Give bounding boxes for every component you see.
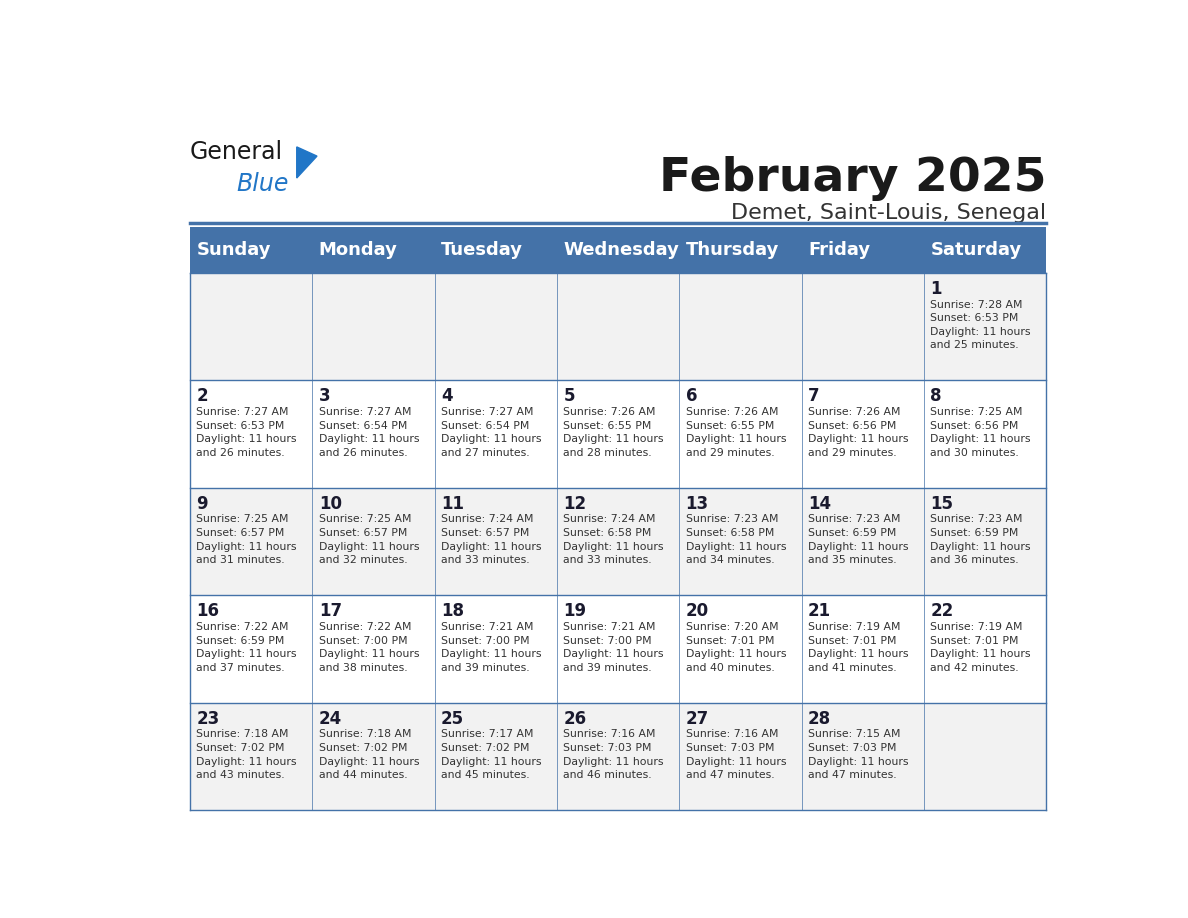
Text: Sunrise: 7:25 AM
Sunset: 6:57 PM
Daylight: 11 hours
and 32 minutes.: Sunrise: 7:25 AM Sunset: 6:57 PM Dayligh…: [318, 514, 419, 565]
Bar: [190, 227, 1047, 273]
Bar: [190, 273, 1047, 380]
Text: General: General: [190, 140, 283, 163]
Text: 12: 12: [563, 495, 587, 512]
Text: 2: 2: [196, 387, 208, 405]
Text: 24: 24: [318, 710, 342, 728]
Text: Sunrise: 7:26 AM
Sunset: 6:55 PM
Daylight: 11 hours
and 28 minutes.: Sunrise: 7:26 AM Sunset: 6:55 PM Dayligh…: [563, 407, 664, 458]
Bar: [190, 380, 1047, 487]
Text: 7: 7: [808, 387, 820, 405]
Text: 13: 13: [685, 495, 709, 512]
Polygon shape: [297, 147, 317, 178]
Text: Monday: Monday: [318, 241, 398, 259]
Text: Sunrise: 7:19 AM
Sunset: 7:01 PM
Daylight: 11 hours
and 41 minutes.: Sunrise: 7:19 AM Sunset: 7:01 PM Dayligh…: [808, 621, 909, 673]
Text: Sunrise: 7:26 AM
Sunset: 6:55 PM
Daylight: 11 hours
and 29 minutes.: Sunrise: 7:26 AM Sunset: 6:55 PM Dayligh…: [685, 407, 786, 458]
Text: 5: 5: [563, 387, 575, 405]
Text: Sunrise: 7:23 AM
Sunset: 6:58 PM
Daylight: 11 hours
and 34 minutes.: Sunrise: 7:23 AM Sunset: 6:58 PM Dayligh…: [685, 514, 786, 565]
Text: Sunrise: 7:25 AM
Sunset: 6:56 PM
Daylight: 11 hours
and 30 minutes.: Sunrise: 7:25 AM Sunset: 6:56 PM Dayligh…: [930, 407, 1031, 458]
Text: Sunrise: 7:23 AM
Sunset: 6:59 PM
Daylight: 11 hours
and 35 minutes.: Sunrise: 7:23 AM Sunset: 6:59 PM Dayligh…: [808, 514, 909, 565]
Text: Sunrise: 7:16 AM
Sunset: 7:03 PM
Daylight: 11 hours
and 46 minutes.: Sunrise: 7:16 AM Sunset: 7:03 PM Dayligh…: [563, 730, 664, 780]
Text: Sunrise: 7:18 AM
Sunset: 7:02 PM
Daylight: 11 hours
and 43 minutes.: Sunrise: 7:18 AM Sunset: 7:02 PM Dayligh…: [196, 730, 297, 780]
Text: Sunrise: 7:15 AM
Sunset: 7:03 PM
Daylight: 11 hours
and 47 minutes.: Sunrise: 7:15 AM Sunset: 7:03 PM Dayligh…: [808, 730, 909, 780]
Text: 25: 25: [441, 710, 465, 728]
Text: Sunrise: 7:27 AM
Sunset: 6:54 PM
Daylight: 11 hours
and 27 minutes.: Sunrise: 7:27 AM Sunset: 6:54 PM Dayligh…: [441, 407, 542, 458]
Text: Sunrise: 7:26 AM
Sunset: 6:56 PM
Daylight: 11 hours
and 29 minutes.: Sunrise: 7:26 AM Sunset: 6:56 PM Dayligh…: [808, 407, 909, 458]
Text: 23: 23: [196, 710, 220, 728]
Text: Sunrise: 7:22 AM
Sunset: 6:59 PM
Daylight: 11 hours
and 37 minutes.: Sunrise: 7:22 AM Sunset: 6:59 PM Dayligh…: [196, 621, 297, 673]
Text: Friday: Friday: [808, 241, 870, 259]
Text: 1: 1: [930, 280, 942, 297]
Text: Sunrise: 7:23 AM
Sunset: 6:59 PM
Daylight: 11 hours
and 36 minutes.: Sunrise: 7:23 AM Sunset: 6:59 PM Dayligh…: [930, 514, 1031, 565]
Text: Sunrise: 7:21 AM
Sunset: 7:00 PM
Daylight: 11 hours
and 39 minutes.: Sunrise: 7:21 AM Sunset: 7:00 PM Dayligh…: [563, 621, 664, 673]
Text: 9: 9: [196, 495, 208, 512]
Text: Sunrise: 7:24 AM
Sunset: 6:58 PM
Daylight: 11 hours
and 33 minutes.: Sunrise: 7:24 AM Sunset: 6:58 PM Dayligh…: [563, 514, 664, 565]
Text: 16: 16: [196, 602, 220, 621]
Text: Sunrise: 7:17 AM
Sunset: 7:02 PM
Daylight: 11 hours
and 45 minutes.: Sunrise: 7:17 AM Sunset: 7:02 PM Dayligh…: [441, 730, 542, 780]
Text: 28: 28: [808, 710, 832, 728]
Text: 26: 26: [563, 710, 587, 728]
Text: 8: 8: [930, 387, 942, 405]
Bar: [190, 487, 1047, 595]
Text: 4: 4: [441, 387, 453, 405]
Text: Saturday: Saturday: [930, 241, 1022, 259]
Text: Sunrise: 7:16 AM
Sunset: 7:03 PM
Daylight: 11 hours
and 47 minutes.: Sunrise: 7:16 AM Sunset: 7:03 PM Dayligh…: [685, 730, 786, 780]
Text: 17: 17: [318, 602, 342, 621]
Text: Demet, Saint-Louis, Senegal: Demet, Saint-Louis, Senegal: [731, 204, 1047, 223]
Text: February 2025: February 2025: [658, 156, 1047, 201]
Text: Sunrise: 7:22 AM
Sunset: 7:00 PM
Daylight: 11 hours
and 38 minutes.: Sunrise: 7:22 AM Sunset: 7:00 PM Dayligh…: [318, 621, 419, 673]
Text: Sunrise: 7:20 AM
Sunset: 7:01 PM
Daylight: 11 hours
and 40 minutes.: Sunrise: 7:20 AM Sunset: 7:01 PM Dayligh…: [685, 621, 786, 673]
Text: 15: 15: [930, 495, 953, 512]
Text: 10: 10: [318, 495, 342, 512]
Text: 3: 3: [318, 387, 330, 405]
Text: 6: 6: [685, 387, 697, 405]
Text: Tuesday: Tuesday: [441, 241, 523, 259]
Text: Sunrise: 7:18 AM
Sunset: 7:02 PM
Daylight: 11 hours
and 44 minutes.: Sunrise: 7:18 AM Sunset: 7:02 PM Dayligh…: [318, 730, 419, 780]
Text: 27: 27: [685, 710, 709, 728]
Text: Sunrise: 7:19 AM
Sunset: 7:01 PM
Daylight: 11 hours
and 42 minutes.: Sunrise: 7:19 AM Sunset: 7:01 PM Dayligh…: [930, 621, 1031, 673]
Text: Sunrise: 7:27 AM
Sunset: 6:53 PM
Daylight: 11 hours
and 26 minutes.: Sunrise: 7:27 AM Sunset: 6:53 PM Dayligh…: [196, 407, 297, 458]
Text: Sunrise: 7:27 AM
Sunset: 6:54 PM
Daylight: 11 hours
and 26 minutes.: Sunrise: 7:27 AM Sunset: 6:54 PM Dayligh…: [318, 407, 419, 458]
Text: Blue: Blue: [236, 173, 289, 196]
Bar: [190, 702, 1047, 810]
Bar: [190, 595, 1047, 702]
Text: Sunrise: 7:24 AM
Sunset: 6:57 PM
Daylight: 11 hours
and 33 minutes.: Sunrise: 7:24 AM Sunset: 6:57 PM Dayligh…: [441, 514, 542, 565]
Text: Sunrise: 7:28 AM
Sunset: 6:53 PM
Daylight: 11 hours
and 25 minutes.: Sunrise: 7:28 AM Sunset: 6:53 PM Dayligh…: [930, 299, 1031, 351]
Text: Sunrise: 7:25 AM
Sunset: 6:57 PM
Daylight: 11 hours
and 31 minutes.: Sunrise: 7:25 AM Sunset: 6:57 PM Dayligh…: [196, 514, 297, 565]
Text: 19: 19: [563, 602, 587, 621]
Text: Wednesday: Wednesday: [563, 241, 680, 259]
Text: Sunrise: 7:21 AM
Sunset: 7:00 PM
Daylight: 11 hours
and 39 minutes.: Sunrise: 7:21 AM Sunset: 7:00 PM Dayligh…: [441, 621, 542, 673]
Text: 22: 22: [930, 602, 954, 621]
Text: 14: 14: [808, 495, 832, 512]
Text: 18: 18: [441, 602, 465, 621]
Text: 21: 21: [808, 602, 832, 621]
Text: 20: 20: [685, 602, 709, 621]
Text: Thursday: Thursday: [685, 241, 779, 259]
Text: Sunday: Sunday: [196, 241, 271, 259]
Text: 11: 11: [441, 495, 465, 512]
